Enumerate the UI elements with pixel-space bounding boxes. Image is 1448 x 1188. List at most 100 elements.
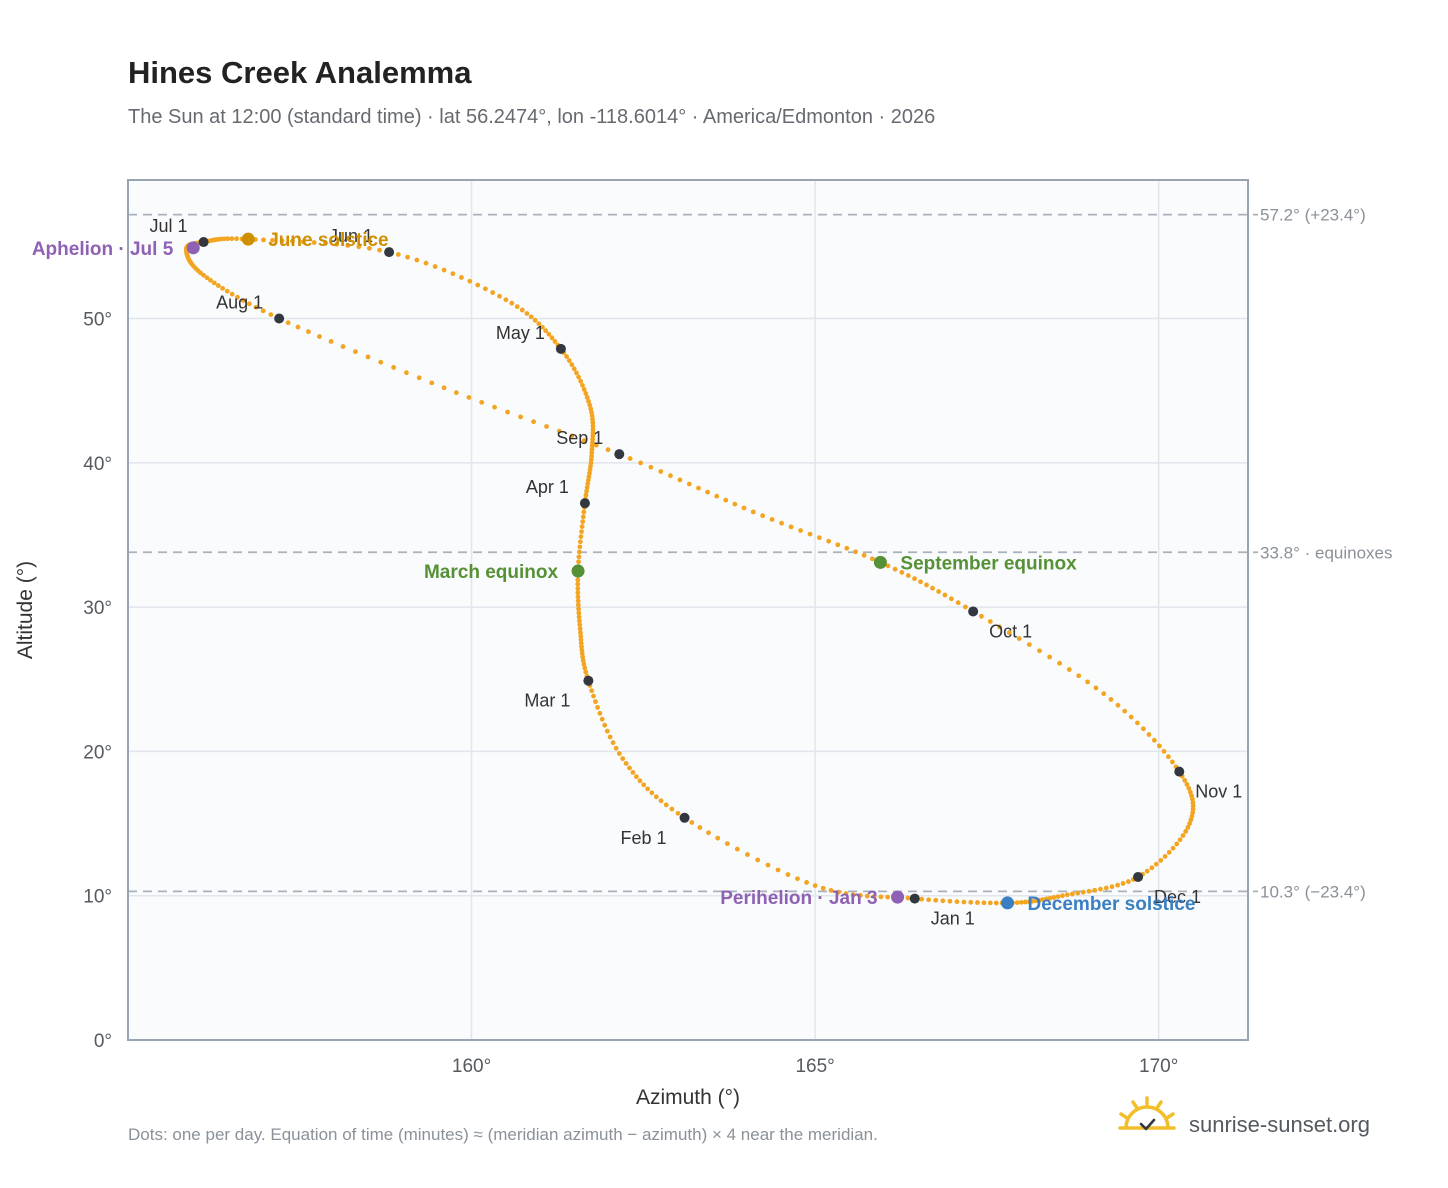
analemma-day-dot: [741, 505, 747, 511]
analemma-day-dot: [1037, 648, 1042, 654]
analemma-day-dot: [696, 485, 701, 491]
analemma-day-dot: [734, 846, 740, 852]
analemma-day-dot: [686, 481, 692, 487]
analemma-day-dot: [211, 280, 217, 286]
analemma-day-dot: [597, 710, 603, 716]
analemma-day-dot: [432, 264, 438, 269]
analemma-day-dot: [1103, 885, 1109, 891]
event-dot: [186, 241, 200, 255]
analemma-day-dot: [1076, 673, 1082, 679]
analemma-day-dot: [453, 390, 459, 396]
analemma-day-dot: [607, 734, 613, 740]
analemma-day-dot: [869, 556, 875, 562]
analemma-day-dot: [576, 610, 582, 616]
analemma-day-dot: [926, 897, 932, 903]
analemma-day-dot: [429, 380, 435, 386]
analemma-day-dot: [546, 331, 552, 337]
month-dot: [909, 893, 920, 904]
analemma-day-dot: [1120, 881, 1126, 886]
analemma-day-dot: [1006, 630, 1012, 636]
analemma-day-dot: [575, 602, 581, 608]
y-tick-label: 10°: [83, 887, 112, 908]
y-tick-label: 30°: [83, 598, 112, 619]
analemma-day-dot: [1115, 882, 1121, 888]
analemma-day-dot: [947, 898, 953, 904]
analemma-day-dot: [924, 582, 929, 588]
analemma-day-dot: [518, 414, 524, 420]
analemma-day-dot: [668, 473, 673, 479]
analemma-day-dot: [715, 835, 721, 841]
analemma-day-dot: [1162, 854, 1168, 859]
analemma-day-dot: [215, 283, 221, 288]
analemma-day-dot: [261, 237, 266, 243]
analemma-day-dot: [450, 271, 456, 277]
analemma-day-dot: [861, 552, 867, 558]
analemma-day-dot: [905, 573, 911, 578]
analemma-day-dot: [589, 446, 595, 452]
analemma-day-dot: [930, 585, 935, 591]
analemma-day-dot: [540, 324, 545, 330]
analemma-day-dot: [536, 321, 542, 327]
analemma-day-dot: [649, 790, 655, 796]
plot-frame: [127, 179, 1249, 1041]
x-tick-label: 165°: [795, 1056, 834, 1077]
analemma-day-dot: [1014, 900, 1020, 905]
analemma-day-dot: [589, 453, 594, 459]
analemma-day-dot: [1186, 785, 1192, 791]
month-label: Jan 1: [931, 909, 975, 929]
analemma-day-dot: [918, 579, 923, 585]
analemma-day-dot: [963, 604, 968, 610]
analemma-day-dot: [268, 312, 274, 317]
analemma-day-dot: [993, 900, 999, 906]
month-label: Dec 1: [1154, 887, 1201, 907]
analemma-day-dot: [260, 308, 266, 314]
analemma-day-dot: [604, 728, 610, 734]
analemma-day-dot: [820, 885, 826, 891]
analemma-day-dot: [788, 524, 794, 530]
analemma-day-dot: [479, 399, 485, 405]
month-label: Sep 1: [556, 428, 603, 448]
analemma-day-dot: [575, 598, 581, 604]
analemma-day-dot: [1158, 857, 1164, 863]
analemma-day-dot: [405, 254, 410, 260]
analemma-day-dot: [544, 424, 549, 429]
month-label: Feb 1: [621, 828, 667, 848]
analemma-day-dot: [589, 688, 595, 694]
analemma-day-dot: [229, 291, 235, 297]
analemma-day-dot: [581, 438, 587, 443]
analemma-day-dot: [306, 329, 311, 335]
x-tick-label: 160°: [452, 1056, 491, 1077]
month-label: Nov 1: [1195, 782, 1242, 802]
analemma-day-dot: [1125, 879, 1131, 884]
analemma-day-dot: [979, 613, 984, 619]
analemma-day-dot: [1182, 777, 1188, 783]
analemma-day-dot: [779, 520, 784, 526]
analemma-day-dot: [583, 669, 589, 675]
analemma-day-dot: [391, 365, 396, 370]
analemma-day-dot: [300, 239, 306, 245]
reference-lines: 57.2° (+23.4°) 33.8° · equinoxes 10.3° (−2…: [128, 206, 1393, 901]
analemma-day-dot: [633, 774, 639, 780]
analemma-day-dot: [602, 722, 608, 728]
analemma-day-dot: [528, 314, 534, 320]
analemma-day-dot: [208, 277, 213, 283]
analemma-day-dot: [936, 589, 942, 594]
analemma-day-dot: [1085, 679, 1091, 685]
analemma-day-dot: [577, 626, 583, 632]
analemma-day-dot: [356, 244, 362, 250]
event-label: Perihelion · Jan 3: [720, 888, 877, 909]
analemma-day-dot: [583, 391, 589, 396]
analemma-day-dot: [593, 699, 598, 705]
analemma-day-dot: [246, 301, 252, 307]
analemma-day-dot: [279, 238, 285, 244]
analemma-day-dot: [1030, 898, 1036, 904]
x-axis-ticks: 160° 165° 170°: [452, 1056, 1178, 1077]
analemma-day-dot: [584, 485, 590, 490]
analemma-day-dot: [253, 304, 259, 310]
analemma-day-dot: [204, 275, 210, 281]
analemma-day-dot: [1170, 845, 1176, 851]
analemma-day-dot: [975, 900, 980, 905]
analemma-day-dot: [566, 358, 572, 363]
analemma-day-dot: [576, 559, 581, 565]
